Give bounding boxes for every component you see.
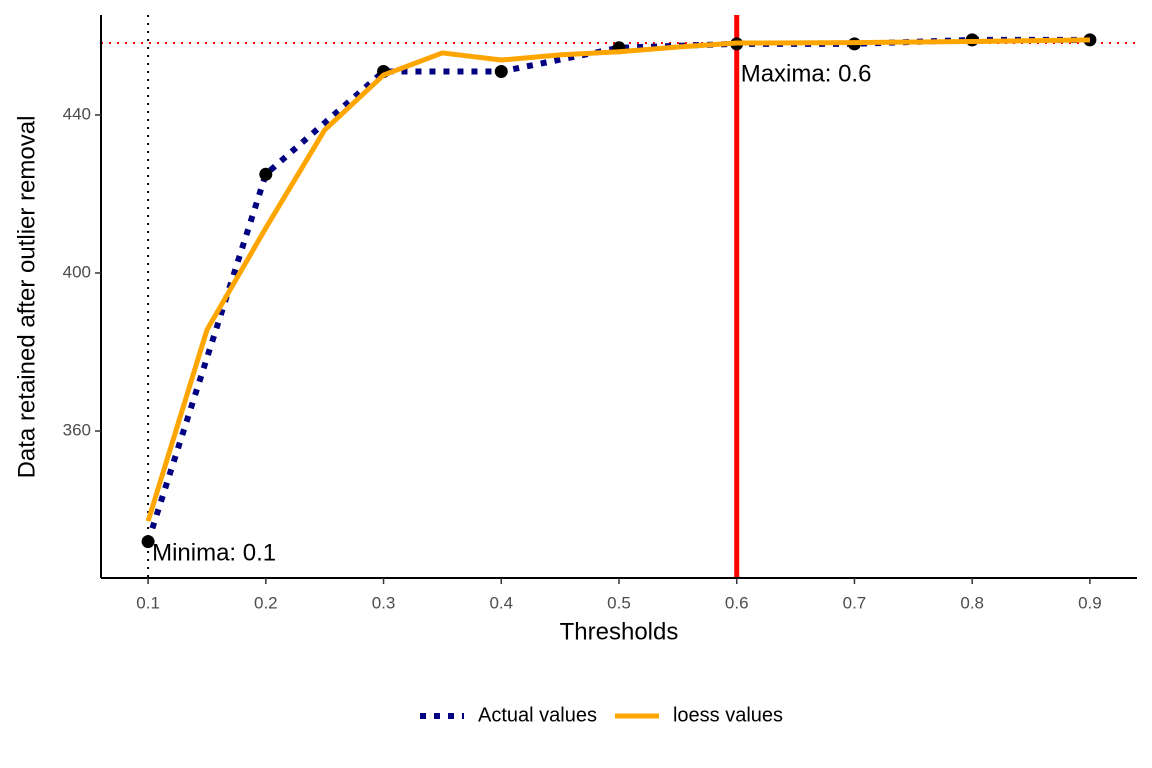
x-axis-title: Thresholds — [560, 618, 679, 645]
x-tick-label: 0.1 — [136, 593, 160, 612]
x-tick-label: 0.3 — [372, 593, 396, 612]
x-tick-label: 0.2 — [254, 593, 278, 612]
y-tick-label: 400 — [63, 262, 91, 281]
x-tick-label: 0.4 — [489, 593, 513, 612]
y-tick-label: 360 — [63, 421, 91, 440]
annotation: Minima: 0.1 — [152, 539, 276, 566]
point — [141, 535, 155, 549]
x-tick-label: 0.5 — [607, 593, 631, 612]
legend-label: Actual values — [478, 704, 597, 726]
annotation: Maxima: 0.6 — [741, 60, 872, 87]
y-tick-label: 440 — [63, 104, 91, 123]
x-tick-label: 0.8 — [960, 593, 984, 612]
y-axis-title: Data retained after outlier removal — [13, 116, 40, 479]
x-tick-label: 0.9 — [1078, 593, 1102, 612]
line — [145, 37, 1090, 522]
line — [145, 36, 1090, 543]
x-tick-label: 0.6 — [725, 593, 749, 612]
point — [259, 167, 273, 181]
x-tick-label: 0.7 — [843, 593, 867, 612]
legend-label: loess values — [673, 704, 783, 726]
point — [494, 64, 508, 78]
